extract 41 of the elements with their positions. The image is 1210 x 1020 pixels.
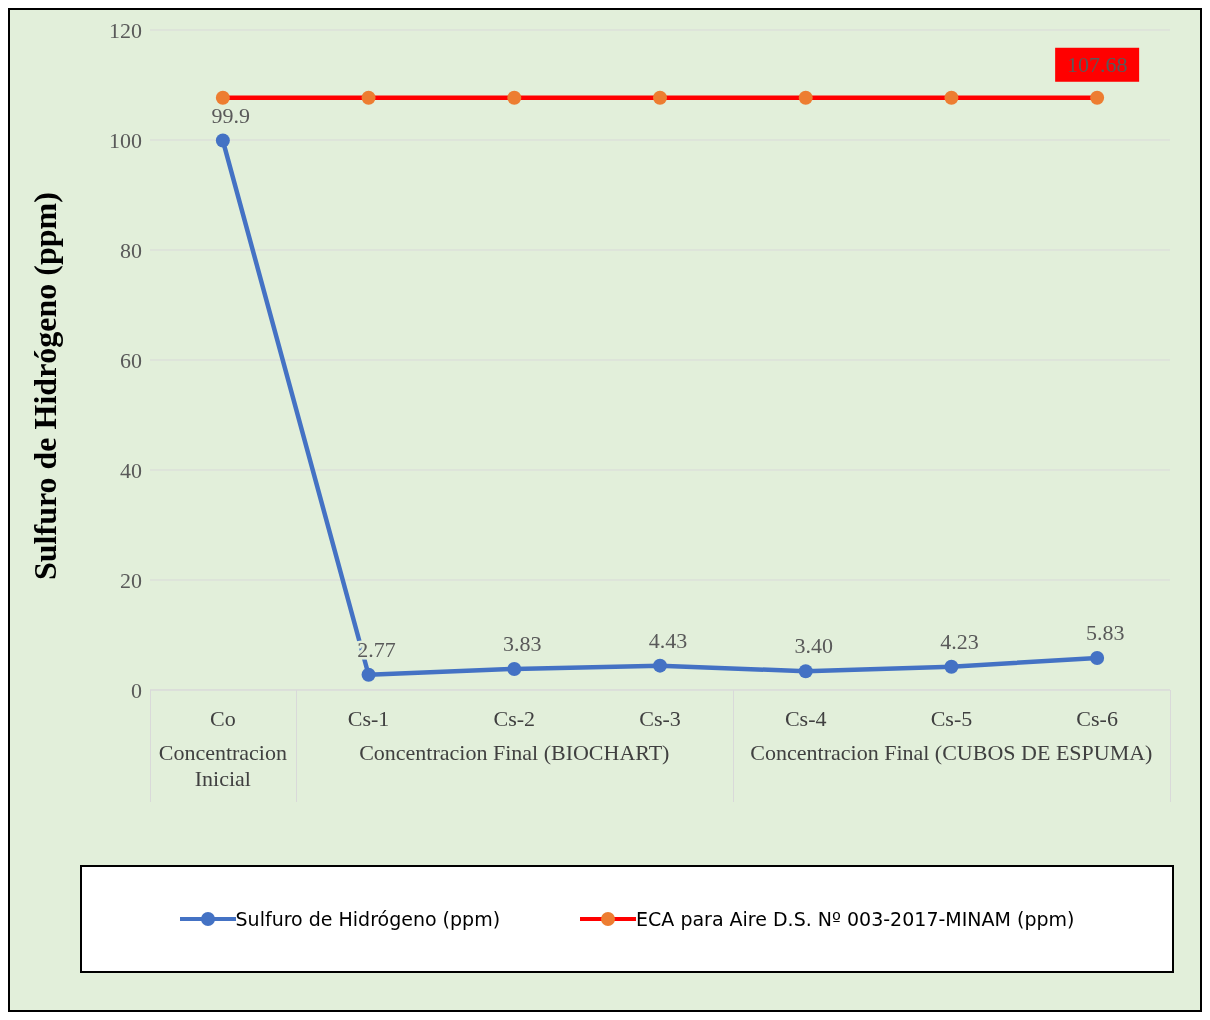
point (653, 90, 667, 105)
legend-label: ECA para Aire D.S. Nº 003-2017-MINAM (ppm) (636, 908, 1075, 930)
data-label: 3.40 (794, 633, 833, 659)
y-tick-label: 100 (109, 127, 142, 153)
x-tick-label: Cs-6 (1076, 705, 1118, 731)
point (653, 658, 667, 673)
y-tick-label: 0 (131, 677, 142, 703)
point (507, 90, 522, 105)
x-tick-label: Cs-3 (639, 705, 681, 731)
x-tick-label: Co (210, 705, 236, 731)
y-axis-title: Sulfuro de Hidrógeno (ppm) (27, 192, 64, 580)
y-tick-label: 80 (120, 237, 142, 263)
text: Concentracion Final (CUBOS DE ESPUMA) (749, 740, 1154, 766)
text: Concentracion Inicial (157, 740, 288, 792)
x-tick-label: Cs-4 (784, 705, 827, 731)
point (215, 90, 230, 105)
x-tick-label: Cs-2 (493, 705, 536, 731)
data-label: 4.43 (648, 627, 688, 653)
data-label: 3.83 (503, 630, 542, 656)
point (798, 664, 813, 679)
data-label: 4.23 (940, 628, 979, 654)
point (361, 667, 376, 682)
y-tick-label: 20 (120, 567, 142, 593)
point (944, 659, 959, 674)
point (798, 90, 813, 105)
point (215, 133, 230, 148)
y-tick-label: 40 (120, 457, 142, 483)
point (944, 90, 959, 105)
legend-label: Sulfuro de Hidrógeno (ppm) (235, 908, 501, 930)
x-tick-label: Cs-1 (347, 705, 390, 731)
y-tick-label: 120 (109, 17, 142, 43)
x-tick-label: Cs-5 (930, 705, 973, 731)
data-label: 107.68 (1066, 51, 1128, 77)
point (507, 661, 522, 676)
text: Concentracion Final (BIOCHART) (358, 740, 671, 766)
point (1090, 90, 1105, 105)
data-label: 99.9 (211, 102, 251, 128)
y-tick-label: 60 (120, 347, 142, 373)
data-label: 5.83 (1085, 619, 1125, 645)
point (361, 90, 376, 105)
point (1090, 650, 1105, 665)
